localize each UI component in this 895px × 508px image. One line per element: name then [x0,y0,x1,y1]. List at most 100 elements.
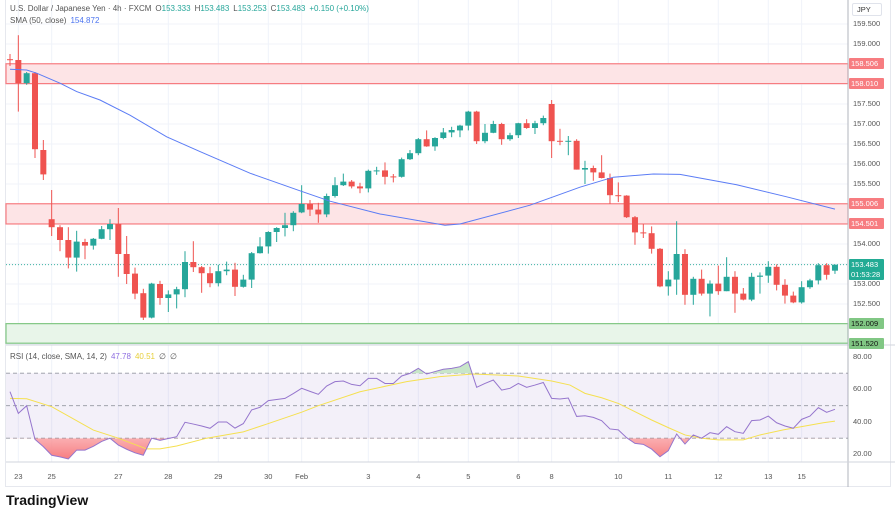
candle-body [56,227,63,240]
candle-body [206,273,213,284]
candle [81,238,88,260]
chart-frame [5,0,891,487]
candle-body [81,242,88,246]
candle [106,219,113,240]
candle [190,241,197,272]
candle [356,182,363,194]
tradingview-logo[interactable]: TradingView [6,492,89,508]
candle [115,208,122,277]
sma-value: 154.872 [70,16,100,25]
time-axis-label: 28 [164,472,173,481]
candle-body [373,170,380,172]
price-axis-label: 159.500 [853,19,881,28]
time-axis-label: 4 [416,472,421,481]
candle-body [548,104,555,142]
candle-body [106,224,113,230]
candle-body [698,278,705,294]
candle [515,122,522,138]
candle-body [598,172,605,178]
candle-body [98,229,105,239]
candle-body [690,278,697,295]
candle-body [615,195,622,197]
candle-body [823,265,830,275]
candle [598,155,605,179]
price-axis-label: 152.500 [853,299,881,308]
candle [265,231,272,254]
candle [173,286,180,309]
candle [531,120,538,134]
candle [123,236,130,284]
last-price-value: 153.483 [851,259,879,269]
candle [306,200,313,216]
candle [98,226,105,240]
candle [656,248,663,288]
candle-body [815,265,822,281]
candle-body [648,233,655,249]
candle [40,140,47,180]
candle [731,271,738,313]
chart-canvas[interactable] [0,0,895,490]
candle [540,115,547,126]
candle-body [431,138,438,147]
candle [206,266,213,288]
candle [590,165,597,181]
rsi-legend[interactable]: RSI (14, close, SMA, 14, 2) 47.78 40.51 ∅ ∅ [10,352,177,361]
candle-body [798,287,805,303]
symbol-legend: U.S. Dollar / Japanese Yen · 4h · FXCM O1… [10,4,369,13]
candle-body [806,280,813,288]
candle [231,262,238,296]
resistance-top-price-label: 158.506 [849,58,884,70]
candle [790,291,797,304]
candle-body [306,204,313,210]
rsi-axis-label: 60.00 [853,384,872,394]
candle [290,211,297,232]
candle-body [223,269,230,272]
candle-body [556,140,563,142]
candle [631,216,638,245]
candle-body [740,293,747,300]
resistance-bottom-price-label: 158.010 [849,78,884,90]
candle-body [256,246,263,254]
candle-body [831,264,838,271]
time-axis-label: 8 [549,472,554,481]
candle-body [340,181,347,186]
candle [615,182,622,202]
candle [248,252,255,288]
rsi-axis-label: 80.00 [853,351,872,361]
open-value: 153.333 [161,4,191,13]
candle-body [631,217,638,233]
price-axis-label: 156.500 [853,139,881,148]
candle [90,238,97,250]
candle [56,225,63,252]
price-axis-label: 157.000 [853,119,881,128]
candle [281,212,288,237]
candle [440,128,447,140]
candle [673,221,680,295]
candle-body [765,266,772,276]
rsi-value: 47.78 [110,352,131,361]
sma-legend[interactable]: SMA (50, close) 154.872 [10,16,103,25]
candle-body [706,283,713,294]
candle-body [198,267,205,274]
candle-body [606,178,613,196]
candle [573,139,580,170]
time-axis-label: 25 [47,472,56,481]
candle-body [665,279,672,287]
candle-body [440,132,447,138]
candle-body [140,293,147,318]
time-axis-label: 12 [714,472,723,481]
candle [315,202,322,223]
candle [15,35,22,112]
candle-body [748,276,755,300]
candle-body [281,225,288,228]
time-axis-label: 13 [764,472,773,481]
resistance-zone [5,203,849,225]
symbol-title[interactable]: U.S. Dollar / Japanese Yen · 4h · FXCM [10,4,152,13]
candle [331,177,338,198]
candle-body [365,170,372,189]
currency-button[interactable]: JPY [852,3,882,16]
candle-body [323,196,330,215]
time-axis-label: 3 [366,472,371,481]
candle [523,119,530,129]
candle-body [573,140,580,170]
